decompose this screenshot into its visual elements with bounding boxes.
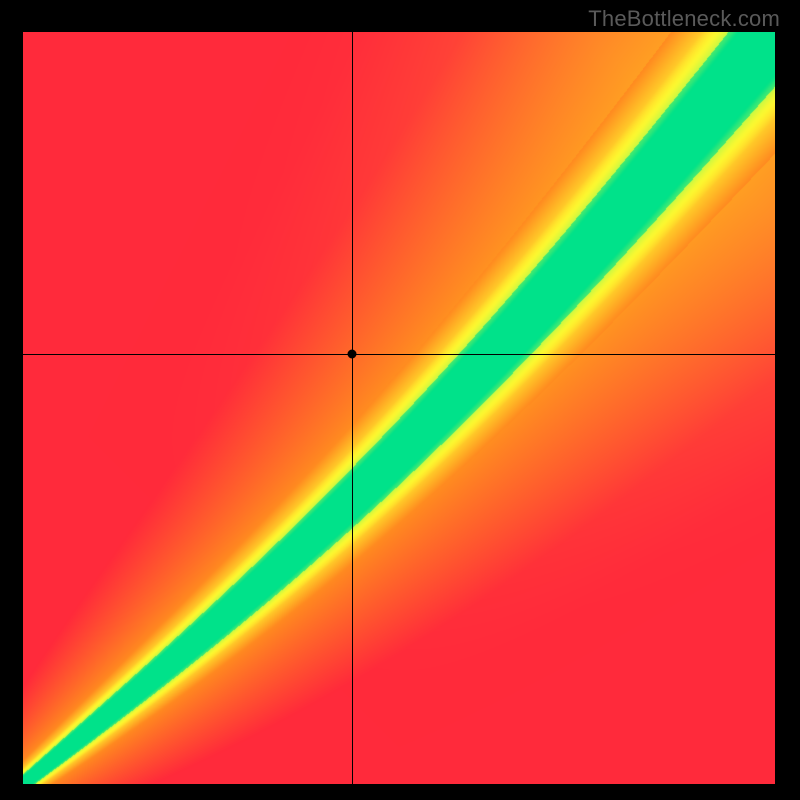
marker-dot <box>348 349 357 358</box>
crosshair-vertical <box>352 32 353 784</box>
chart-container: TheBottleneck.com <box>0 0 800 800</box>
watermark-label: TheBottleneck.com <box>588 6 780 32</box>
heatmap-canvas <box>23 32 775 784</box>
crosshair-horizontal <box>23 354 775 355</box>
